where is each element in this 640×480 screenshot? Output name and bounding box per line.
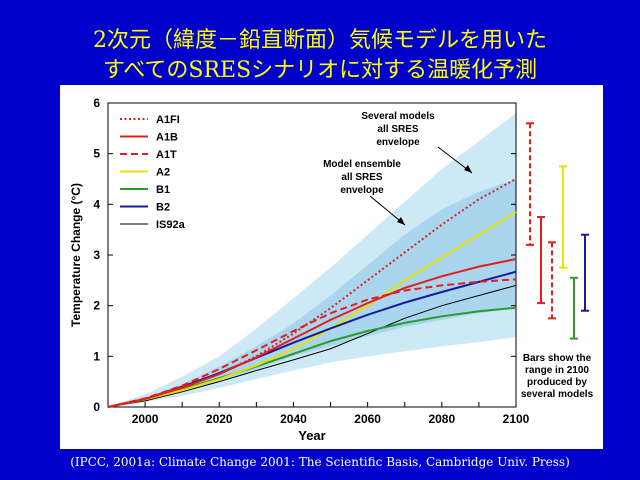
series-line-a1b	[107, 258, 517, 408]
envelope-1	[108, 113, 516, 407]
range-bars-note: several models	[521, 389, 594, 400]
legend-label-is92a: IS92a	[156, 219, 186, 231]
x-axis-label: Year	[298, 428, 325, 443]
y-axis-label: Temperature Change (°C)	[69, 183, 83, 327]
x-tick-label: 2040	[280, 412, 307, 426]
annotation-model-ensemble: envelope	[340, 185, 384, 196]
legend-label-a1t: A1T	[156, 149, 177, 161]
series-line-a2	[107, 211, 517, 408]
annotation-several-models: envelope	[376, 137, 420, 148]
legend-label-a2: A2	[156, 167, 170, 179]
annotation-arrowhead-several	[464, 165, 472, 173]
legend-label-a1b: A1B	[156, 132, 178, 144]
annotation-model-ensemble: Model ensemble	[323, 159, 401, 170]
y-tick-label: 4	[93, 197, 100, 211]
legend-label-b1: B1	[156, 184, 170, 196]
temperature-chart: 0 1 2 3 4 5 6 2000 2020 2040 2060 2080 2100 Year Tempe…	[69, 96, 594, 443]
y-tick-label: 0	[93, 400, 100, 414]
x-tick-label: 2100	[503, 412, 530, 426]
slide-title-line-1: 2次元（緯度－鉛直断面）気候モデルを用いた	[93, 28, 547, 53]
x-tick-label: 2060	[354, 412, 381, 426]
x-tick-label: 2080	[428, 412, 455, 426]
y-tick-label: 3	[93, 248, 100, 262]
envelope-2	[108, 179, 516, 407]
range-bars-note: range in 2100	[525, 365, 589, 376]
y-tick-label: 1	[93, 349, 100, 363]
range-bars-note: produced by	[527, 377, 587, 388]
x-tick-label: 2000	[132, 412, 159, 426]
x-tick-label: 2020	[206, 412, 233, 426]
legend-label-b2: B2	[156, 202, 170, 214]
source-caption: (IPCC, 2001a: Climate Change 2001: The S…	[70, 455, 570, 469]
annotation-model-ensemble: all SRES	[341, 172, 382, 183]
annotation-several-models: all SRES	[377, 124, 418, 135]
range-bars-note: Bars show the	[523, 353, 592, 364]
y-tick-label: 6	[93, 96, 100, 110]
chart-panel: 0 1 2 3 4 5 6 2000 2020 2040 2060 2080 2100 Year Tempe…	[60, 85, 603, 449]
series-line-a1t	[107, 278, 517, 408]
y-tick-label: 2	[93, 299, 100, 313]
series-line-a1fi	[107, 178, 517, 408]
y-tick-label: 5	[93, 147, 100, 161]
series-line-is92a	[107, 284, 517, 408]
legend-label-a1fi: A1FI	[156, 114, 180, 126]
annotation-arrowhead-ensemble	[397, 217, 405, 225]
annotation-several-models: Several models	[361, 111, 435, 122]
slide-title-line-2: すべてのSRESシナリオに対する温暖化予測	[102, 58, 538, 83]
